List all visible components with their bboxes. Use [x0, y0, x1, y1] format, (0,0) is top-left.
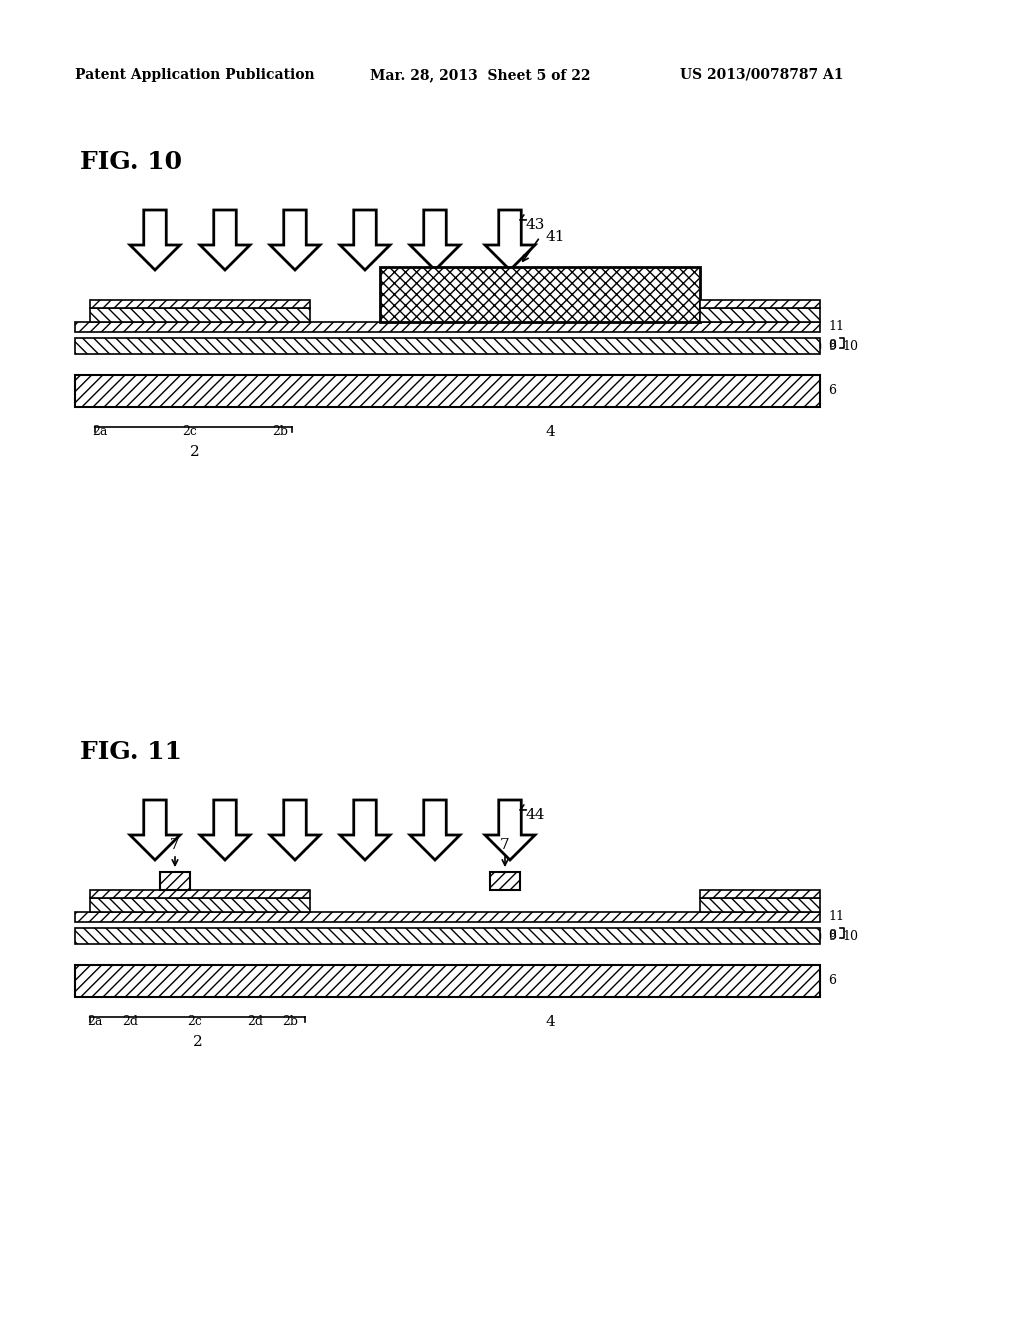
Polygon shape — [410, 210, 460, 271]
Text: 8: 8 — [828, 929, 836, 942]
Bar — [75, 338, 820, 354]
Bar — [700, 890, 820, 898]
Text: 6: 6 — [828, 384, 836, 397]
Bar — [700, 300, 820, 308]
Polygon shape — [485, 210, 535, 271]
Text: 2a: 2a — [92, 425, 108, 438]
Polygon shape — [200, 800, 250, 861]
Text: Patent Application Publication: Patent Application Publication — [75, 69, 314, 82]
Text: 43: 43 — [525, 218, 545, 232]
Text: 44: 44 — [525, 808, 545, 822]
Text: 6: 6 — [828, 974, 836, 987]
Bar — [75, 322, 820, 333]
Bar — [490, 873, 520, 890]
Polygon shape — [340, 800, 390, 861]
Text: FIG. 10: FIG. 10 — [80, 150, 182, 174]
Text: 4: 4 — [545, 1015, 555, 1030]
Bar — [90, 300, 310, 308]
Text: FIG. 11: FIG. 11 — [80, 741, 182, 764]
Bar — [75, 965, 820, 997]
Polygon shape — [340, 210, 390, 271]
Text: 10: 10 — [842, 929, 858, 942]
Text: 8: 8 — [828, 339, 836, 352]
Text: 2d: 2d — [247, 1015, 263, 1028]
Text: 9: 9 — [828, 339, 836, 352]
Polygon shape — [270, 800, 319, 861]
Text: 2: 2 — [190, 445, 200, 459]
Text: 10: 10 — [842, 339, 858, 352]
Polygon shape — [485, 800, 535, 861]
Text: 2d: 2d — [122, 1015, 138, 1028]
Bar — [160, 873, 190, 890]
Bar — [90, 308, 310, 322]
Bar — [90, 898, 310, 912]
Text: 4: 4 — [545, 425, 555, 440]
Text: 11: 11 — [828, 321, 844, 334]
Text: Mar. 28, 2013  Sheet 5 of 22: Mar. 28, 2013 Sheet 5 of 22 — [370, 69, 591, 82]
Bar — [90, 890, 310, 898]
Text: 7: 7 — [170, 838, 180, 851]
Bar — [75, 375, 820, 407]
Bar — [700, 898, 820, 912]
Bar — [700, 308, 820, 322]
Text: 2b: 2b — [272, 425, 288, 438]
Polygon shape — [410, 800, 460, 861]
Text: 41: 41 — [545, 230, 564, 244]
Polygon shape — [130, 210, 180, 271]
Text: 2c: 2c — [182, 425, 198, 438]
Bar — [75, 912, 820, 921]
Polygon shape — [130, 800, 180, 861]
Bar — [75, 928, 820, 944]
Text: 7: 7 — [500, 838, 510, 851]
Text: 2a: 2a — [87, 1015, 102, 1028]
Text: 2b: 2b — [282, 1015, 298, 1028]
Bar — [75, 343, 820, 348]
Bar — [75, 933, 820, 939]
Text: 2c: 2c — [187, 1015, 203, 1028]
Text: 11: 11 — [828, 911, 844, 924]
Text: US 2013/0078787 A1: US 2013/0078787 A1 — [680, 69, 844, 82]
Polygon shape — [200, 210, 250, 271]
Polygon shape — [270, 210, 319, 271]
Text: 2: 2 — [193, 1035, 203, 1049]
Bar — [380, 267, 700, 322]
Text: 9: 9 — [828, 929, 836, 942]
